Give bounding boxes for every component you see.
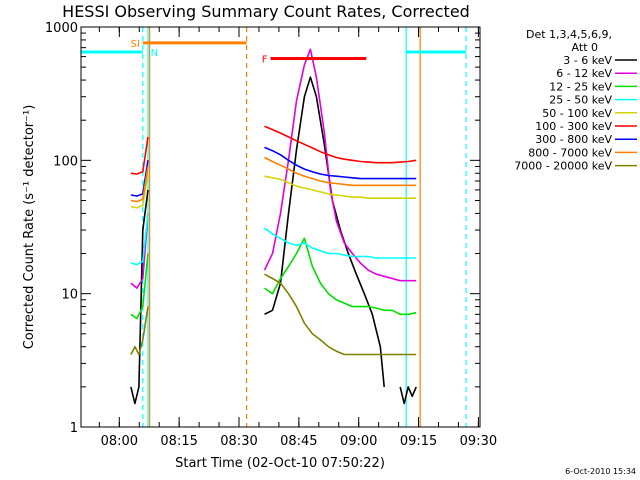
y-tick-label-2: 100 [53,154,78,169]
footer-date: 6-Oct-2010 15:34 [565,467,636,476]
y-tick-label-3: 1000 [45,21,78,36]
legend-label-3: 25 - 50 keV [549,94,612,107]
series-line-6-1 [264,146,417,180]
legend-label-2: 12 - 25 keV [549,80,612,93]
flag-text-0: N [151,48,158,59]
flag-label-0: SI [131,39,140,50]
series-line-2-0 [130,253,149,320]
series-line-4-0 [130,173,149,209]
x-tick-label-6: 09:30 [460,434,497,449]
x-tick-label-0: 08:00 [101,434,138,449]
series-line-1-0 [130,213,149,289]
series-line-0-0 [130,189,149,405]
legend-header-line-2: Att 0 [572,41,598,54]
y-tick-label-0: 1 [70,421,78,436]
series-line-3-1 [264,227,417,259]
x-tick-label-3: 08:45 [280,434,317,449]
axes: 1 10 100 1000 08:00 08:15 08:30 08:45 09:00 09:15… [45,21,497,449]
flag-label-1: F [262,55,268,66]
series-line-7-1 [264,156,417,187]
series-line-7-0 [130,166,149,203]
series-line-6-0 [130,160,149,197]
series-line-8-0 [130,306,149,356]
y-tick-label-1: 10 [61,288,78,303]
x-tick-label-5: 09:15 [400,434,437,449]
series-line-4-1 [264,175,417,199]
legend-label-6: 300 - 800 keV [535,133,612,146]
plot-area: SI F N [81,27,467,427]
series-line-3-0 [130,213,149,266]
series-line-5-1 [264,125,417,164]
x-tick-label-4: 09:00 [340,434,377,449]
x-tick-label-2: 08:30 [220,434,257,449]
legend-header-line-1: Det 1,3,4,5,6,9, [526,28,612,41]
plot-frame [80,26,481,428]
series-line-1-1 [263,48,417,282]
legend-label-5: 100 - 300 keV [535,120,612,133]
x-axis-label: Start Time (02-Oct-10 07:50:22) [175,456,385,471]
legend-label-0: 3 - 6 keV [563,54,612,67]
y-axis-label: Corrected Count Rate (s⁻¹ detector⁻¹) [22,105,37,350]
series-line-5-0 [130,136,149,175]
series-line-8-1 [264,273,417,356]
series-line-0-2 [399,386,417,405]
legend-label-8: 7000 - 20000 keV [514,160,612,173]
series-line-0-1 [264,76,385,387]
chart-title: HESSI Observing Summary Count Rates, Cor… [62,2,470,21]
x-tick-label-1: 08:15 [160,434,197,449]
series-line-2-1 [264,237,417,316]
legend-label-1: 6 - 12 keV [556,67,612,80]
legend-label-7: 800 - 7000 keV [528,146,612,159]
legend-label-4: 50 - 100 keV [542,107,612,120]
